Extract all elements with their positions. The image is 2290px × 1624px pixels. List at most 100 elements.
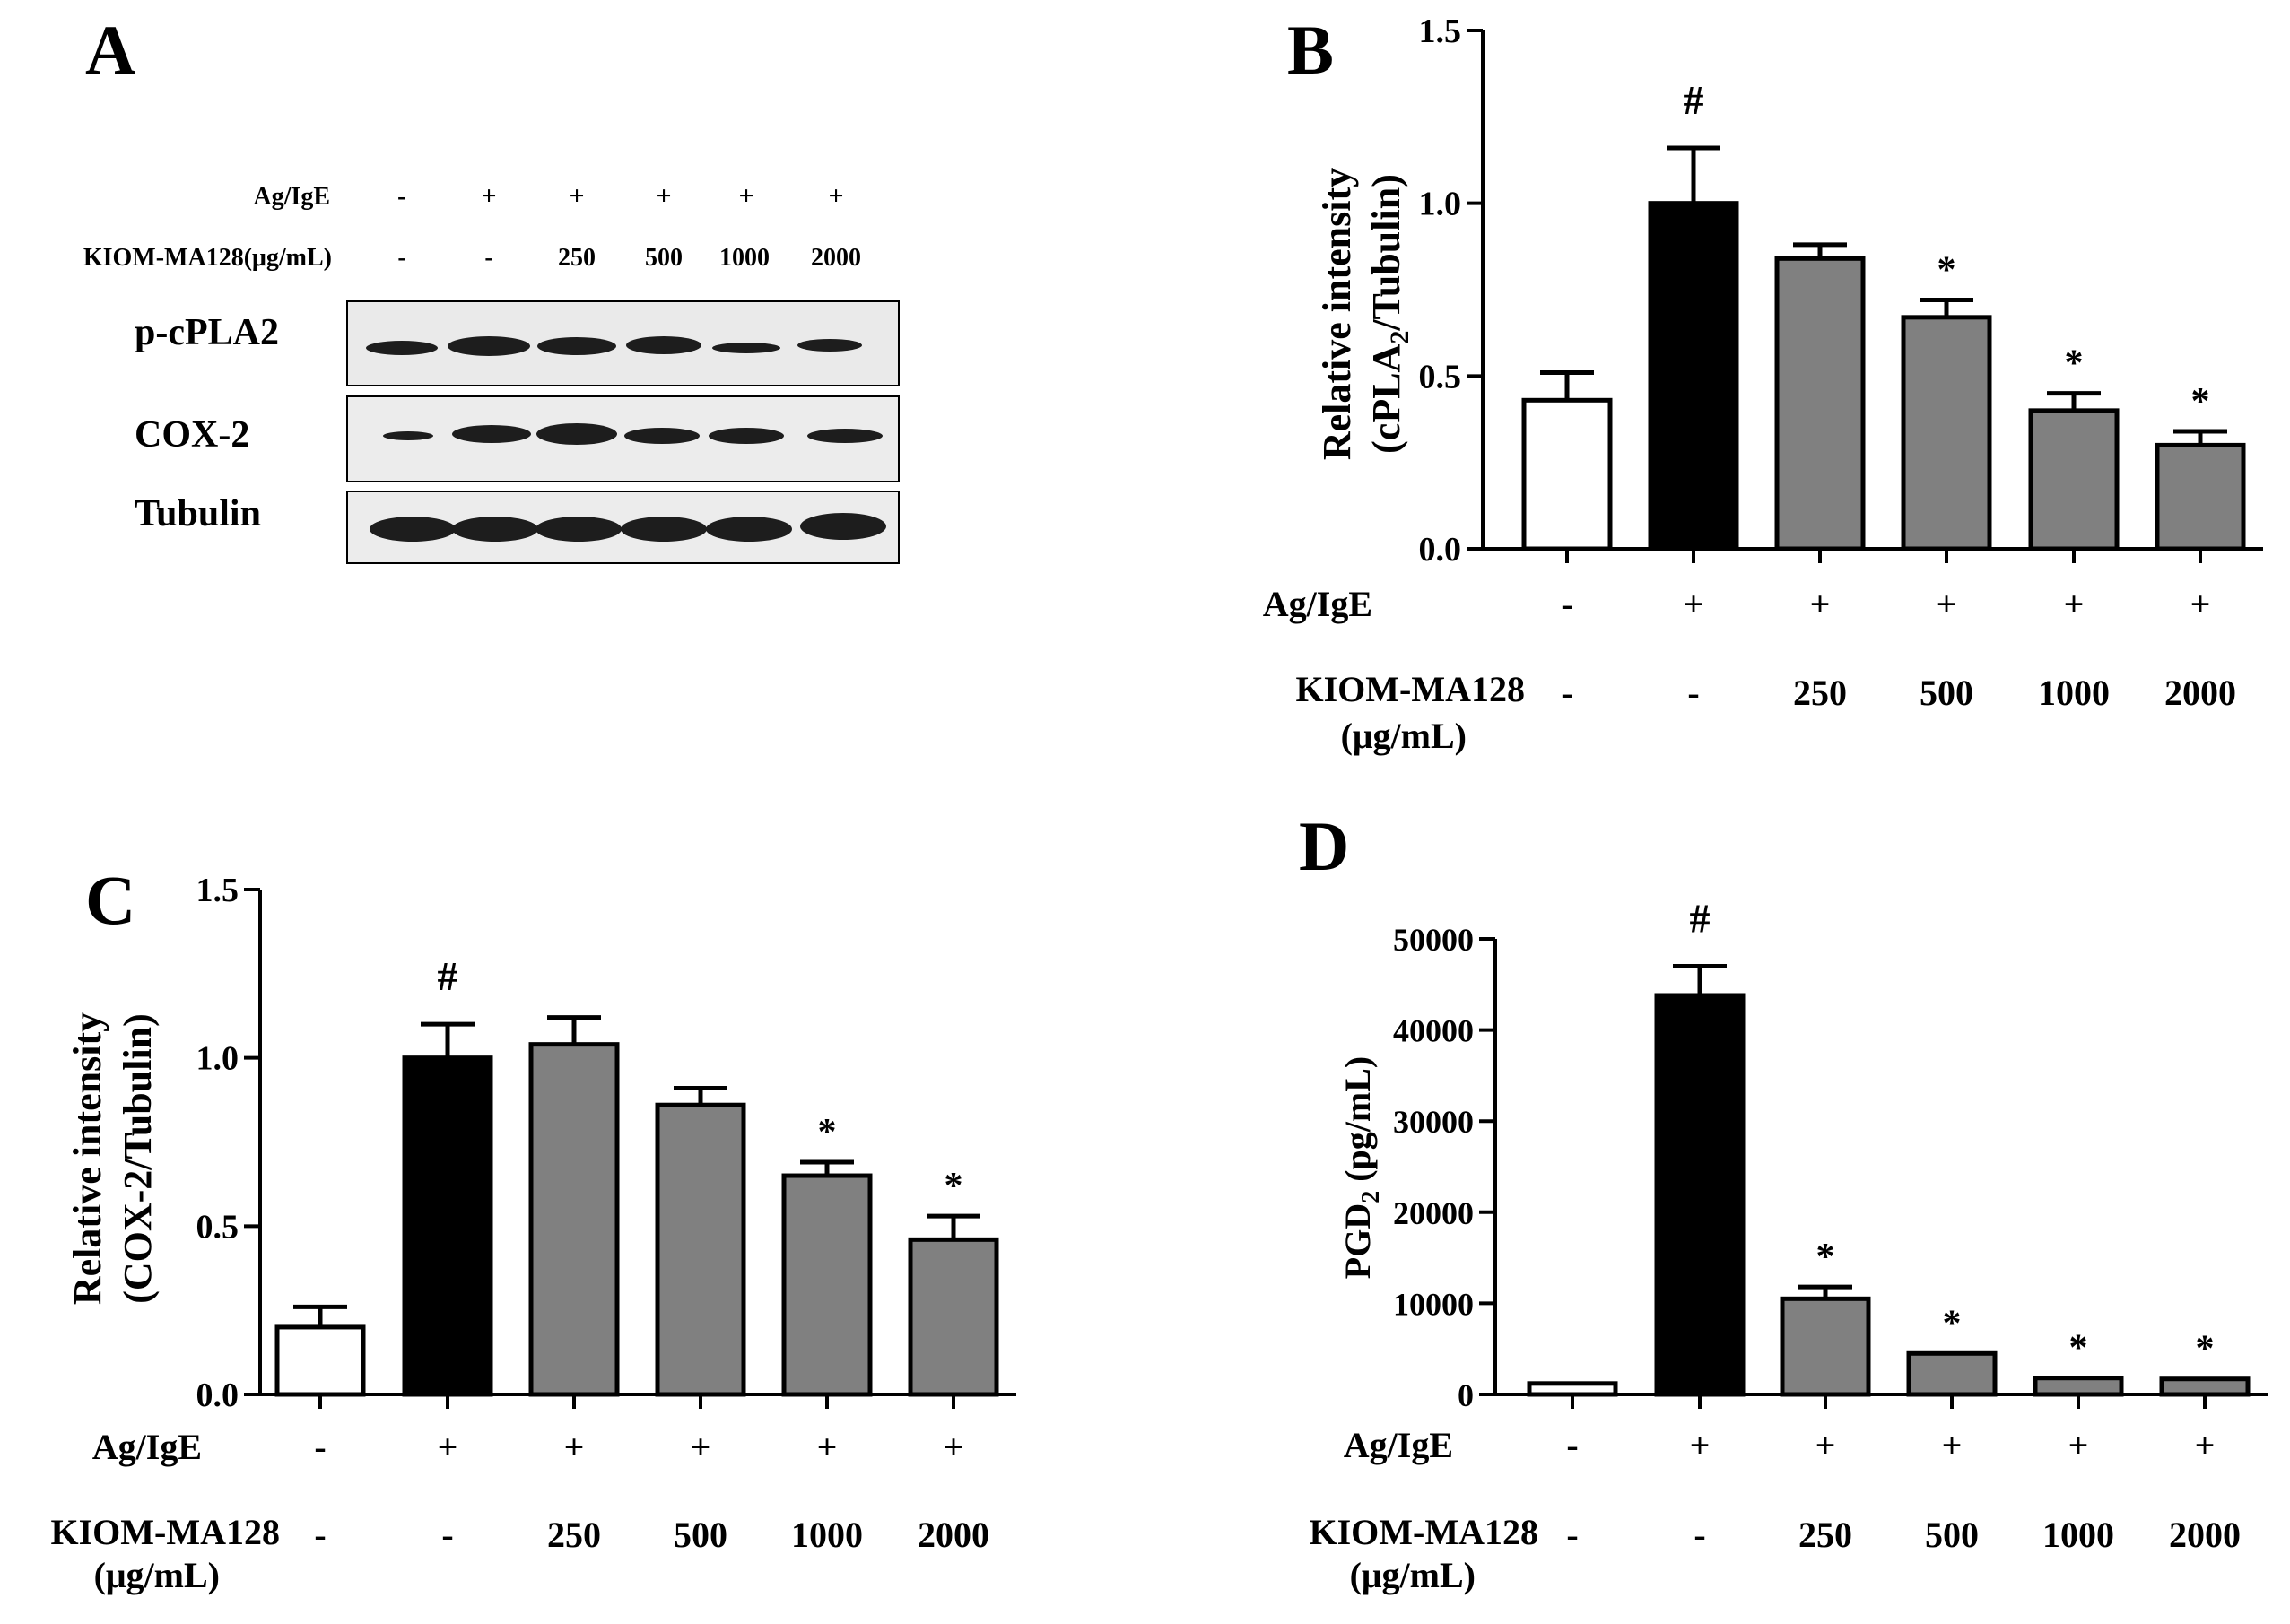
panel-d-row2-label-line1: KIOM-MA128 <box>1309 1512 1538 1552</box>
panel-b-chart: B Relative intensity (cPLA2/Tubulin) Ag/… <box>1263 11 2263 756</box>
blot-kiom-value: 1000 <box>719 244 770 272</box>
blot-cox2-bands <box>383 423 883 445</box>
panel-d-bar <box>1780 1296 1871 1397</box>
blot-kiom-value: - <box>484 244 492 272</box>
panel-b-y-tick-label: 1.0 <box>1419 186 1462 223</box>
panel-d-bar <box>1654 993 1746 1397</box>
panel-c-ag-ige-value: + <box>691 1427 711 1467</box>
blot-ag-ige-value: + <box>569 181 584 211</box>
panel-d-kiom-value: 250 <box>1798 1515 1852 1555</box>
panel-c-significance-marker: # <box>438 953 458 999</box>
panel-d-kiom-value: 1000 <box>2042 1515 2114 1555</box>
panel-d-significance-marker: * <box>1816 1237 1835 1278</box>
panel-d-y-tick-label: 30000 <box>1393 1104 1474 1140</box>
blot-band <box>452 517 538 542</box>
panel-b-ag-ige-value: + <box>1684 584 1704 624</box>
panel-b-kiom-value: 1000 <box>2038 673 2110 713</box>
panel-d-kiom-value: - <box>1566 1515 1578 1555</box>
blot-cox2-label: COX-2 <box>135 414 249 456</box>
panel-c-significance-marker: * <box>818 1112 837 1153</box>
panel-c-y-tick-label: 1.5 <box>196 872 239 909</box>
panel-d-ag-ige-value: + <box>1815 1425 1836 1465</box>
blot-ag-ige-value: + <box>828 181 843 211</box>
panel-d-significance-marker: # <box>1690 895 1711 941</box>
blot-band <box>712 343 780 353</box>
panel-c-ag-ige-value: + <box>438 1427 458 1467</box>
panel-b-y-tick-label: 1.5 <box>1419 13 1462 50</box>
blot-p-cpla2-bands <box>366 336 862 356</box>
panel-a-letter: A <box>85 11 135 89</box>
panel-c-kiom-value: 1000 <box>791 1515 863 1555</box>
blot-ag-ige-label: Ag/IgE <box>253 183 330 211</box>
blot-kiom-value: 250 <box>558 244 596 272</box>
panel-d-significance-marker: * <box>1943 1303 1962 1344</box>
panel-b-bar <box>2028 408 2120 551</box>
panel-c-chart: C Relative intensity (COX-2/Tubulin) Ag/… <box>50 861 1016 1595</box>
panel-c-bar <box>274 1324 366 1397</box>
panel-d-significance-marker: * <box>2069 1328 2088 1369</box>
panel-b-kiom-value: - <box>1687 673 1699 713</box>
blot-band <box>452 425 531 443</box>
blot-band <box>706 517 792 542</box>
panel-b-kiom-value: 500 <box>1920 673 1973 713</box>
panel-c-ag-ige-value: - <box>314 1427 326 1467</box>
panel-b-y-tick-label: 0.0 <box>1419 531 1462 569</box>
blot-band <box>448 336 530 356</box>
panel-d-row1-label: Ag/IgE <box>1344 1425 1453 1465</box>
panel-d-ag-ige-value: + <box>2195 1425 2216 1465</box>
panel-d-y-tick-label: 20000 <box>1393 1195 1474 1231</box>
blot-kiom-value: 500 <box>645 244 683 272</box>
blot-ag-ige-value: - <box>397 181 406 211</box>
panel-b-y-label-line2: (cPLA2/Tubulin) <box>1364 174 1415 454</box>
panel-b-letter: B <box>1287 11 1334 89</box>
panel-b-ag-ige-value: - <box>1561 584 1572 624</box>
panel-d-y-tick-label: 40000 <box>1393 1013 1474 1049</box>
panel-c-ag-ige-value: + <box>944 1427 964 1467</box>
panel-c-y-label-line1: Relative intensity <box>65 1012 109 1305</box>
panel-c-kiom-value: 500 <box>674 1515 727 1555</box>
panel-d-chart: D PGD2 (pg/mL) Ag/IgE KIOM-MA128 (μg/mL)… <box>1299 807 2268 1595</box>
panel-b-row2-label-line1: KIOM-MA128 <box>1295 669 1525 709</box>
blot-p-cpla2-label: p-cPLA2 <box>135 312 279 353</box>
blot-band <box>626 336 701 354</box>
panel-b-y-label-line1: Relative intensity <box>1315 168 1359 460</box>
panel-c-row2-label-line2: (μg/mL) <box>94 1555 220 1595</box>
blot-band <box>797 339 862 352</box>
panel-b-y-tick-label: 0.5 <box>1419 358 1462 395</box>
blot-band <box>624 428 700 444</box>
panel-d-significance-marker: * <box>2196 1329 2215 1370</box>
panel-c-significance-marker: * <box>945 1166 963 1207</box>
panel-c-row2-label-line1: KIOM-MA128 <box>50 1512 280 1552</box>
blot-band <box>370 517 456 542</box>
panel-d-ag-ige-value: + <box>2068 1425 2089 1465</box>
panel-b-bar <box>1521 397 1613 551</box>
panel-d-bar <box>2033 1376 2124 1397</box>
panel-b-bar <box>1648 201 1739 551</box>
panel-d-y-tick-label: 0 <box>1458 1377 1474 1413</box>
panel-d-kiom-value: 500 <box>1925 1515 1979 1555</box>
blot-band <box>800 513 886 540</box>
blot-cox2-membrane <box>346 395 900 482</box>
panel-b-kiom-value: 250 <box>1793 673 1847 713</box>
blot-kiom-label: KIOM-MA128(μg/mL) <box>83 244 332 272</box>
blot-band <box>621 517 707 542</box>
panel-d-bar <box>2159 1376 2251 1397</box>
blot-tubulin-bands <box>370 513 886 542</box>
panel-c-row1-label: Ag/IgE <box>92 1427 202 1467</box>
blot-ag-ige-value: + <box>738 181 753 211</box>
blot-band <box>536 423 617 445</box>
panel-c-bar <box>908 1237 999 1397</box>
panel-b-kiom-value: - <box>1561 673 1572 713</box>
panel-c-kiom-value: 2000 <box>918 1515 989 1555</box>
blot-kiom-values: - - 250 500 1000 2000 <box>397 244 861 272</box>
panel-b-significance-marker: * <box>2065 343 2084 385</box>
panel-b-kiom-value: 2000 <box>2164 673 2236 713</box>
blot-kiom-value: 2000 <box>811 244 861 272</box>
panel-c-ag-ige-value: + <box>564 1427 585 1467</box>
panel-d-ag-ige-value: + <box>1690 1425 1711 1465</box>
panel-b-bar <box>2155 442 2246 551</box>
blot-kiom-value: - <box>397 244 405 272</box>
panel-d-ag-ige-value: - <box>1566 1425 1578 1465</box>
panel-c-letter: C <box>85 861 135 939</box>
